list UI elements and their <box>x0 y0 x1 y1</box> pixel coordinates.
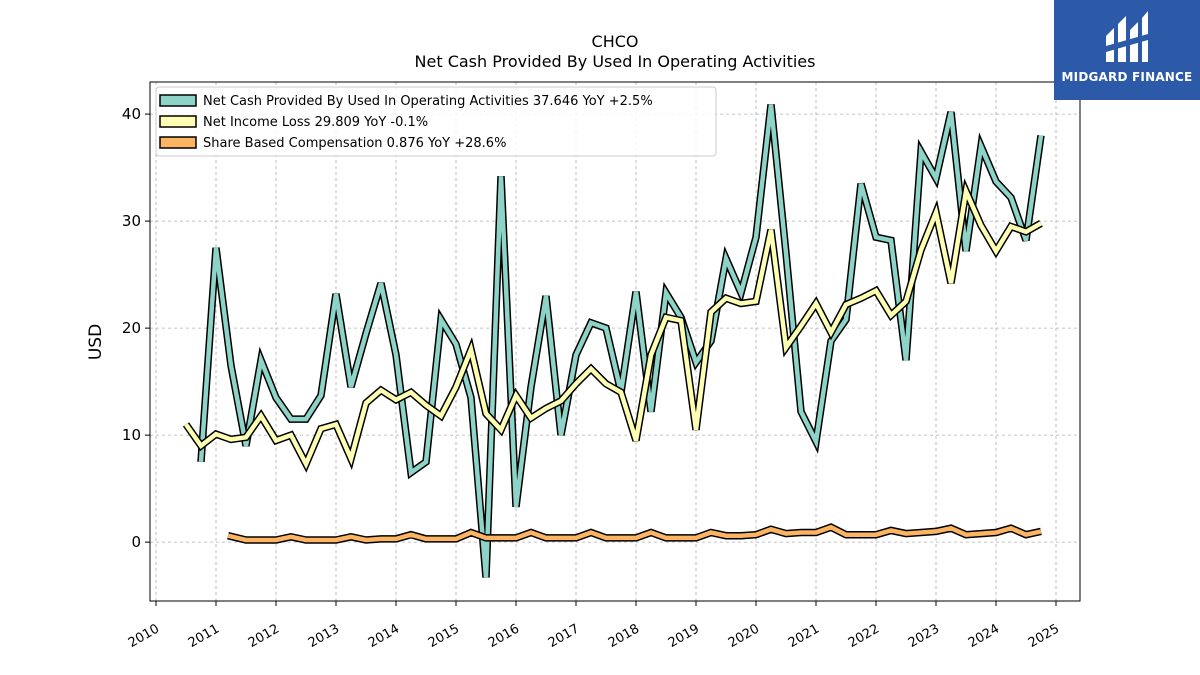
legend-swatch <box>159 115 197 128</box>
y-tick-label: 0 <box>131 533 141 551</box>
logo-mark-icon <box>1106 11 1148 62</box>
y-tick-label: 40 <box>122 105 141 123</box>
x-tick-label: 2018 <box>606 621 642 651</box>
legend-swatch <box>159 94 197 107</box>
series-line-2 <box>227 524 1042 543</box>
y-axis-label: USD <box>86 324 106 360</box>
logo-brand-text: MIDGARD FINANCE <box>1061 70 1193 84</box>
x-axis: 2010 2011 2012 2013 2014 2015 2016 2017 2018 2019… <box>126 601 1062 651</box>
x-tick-label: 2024 <box>966 621 1002 651</box>
midgard-finance-logo: MIDGARD FINANCE <box>1054 0 1200 100</box>
y-tick-label: 30 <box>122 212 141 230</box>
legend-label: Net Cash Provided By Used In Operating A… <box>203 94 653 109</box>
y-tick-label: 20 <box>122 319 141 337</box>
legend-label: Share Based Compensation 0.876 YoY +28.6… <box>203 136 506 151</box>
legend-box <box>155 86 717 157</box>
x-tick-label: 2015 <box>426 621 462 651</box>
x-tick-label: 2025 <box>1026 621 1062 651</box>
chart-title: CHCO <box>591 32 639 51</box>
y-tick-label: 10 <box>122 426 141 444</box>
series-layer <box>182 104 1045 578</box>
plot-area <box>150 82 1080 601</box>
x-tick-label: 2022 <box>846 621 882 651</box>
x-tick-label: 2016 <box>486 621 522 651</box>
chart-subtitle: Net Cash Provided By Used In Operating A… <box>414 52 816 71</box>
x-tick-label: 2011 <box>186 621 222 651</box>
x-tick-label: 2014 <box>366 621 402 651</box>
plot-frame <box>149 81 1081 602</box>
legend-swatch <box>159 136 197 149</box>
x-tick-label: 2017 <box>546 621 582 651</box>
x-tick-label: 2012 <box>246 621 282 651</box>
legend: Net Cash Provided By Used In Operating A… <box>155 86 717 157</box>
x-tick-label: 2019 <box>666 621 702 651</box>
x-tick-label: 2013 <box>306 621 342 651</box>
x-tick-label: 2020 <box>726 621 762 651</box>
x-tick-label: 2023 <box>906 621 942 651</box>
x-tick-label: 2010 <box>126 621 162 651</box>
series-line-1 <box>184 183 1043 470</box>
legend-label: Net Income Loss 29.809 YoY -0.1% <box>203 115 428 130</box>
y-axis: 0 10 20 30 40 <box>122 105 150 551</box>
x-tick-label: 2021 <box>786 621 822 651</box>
